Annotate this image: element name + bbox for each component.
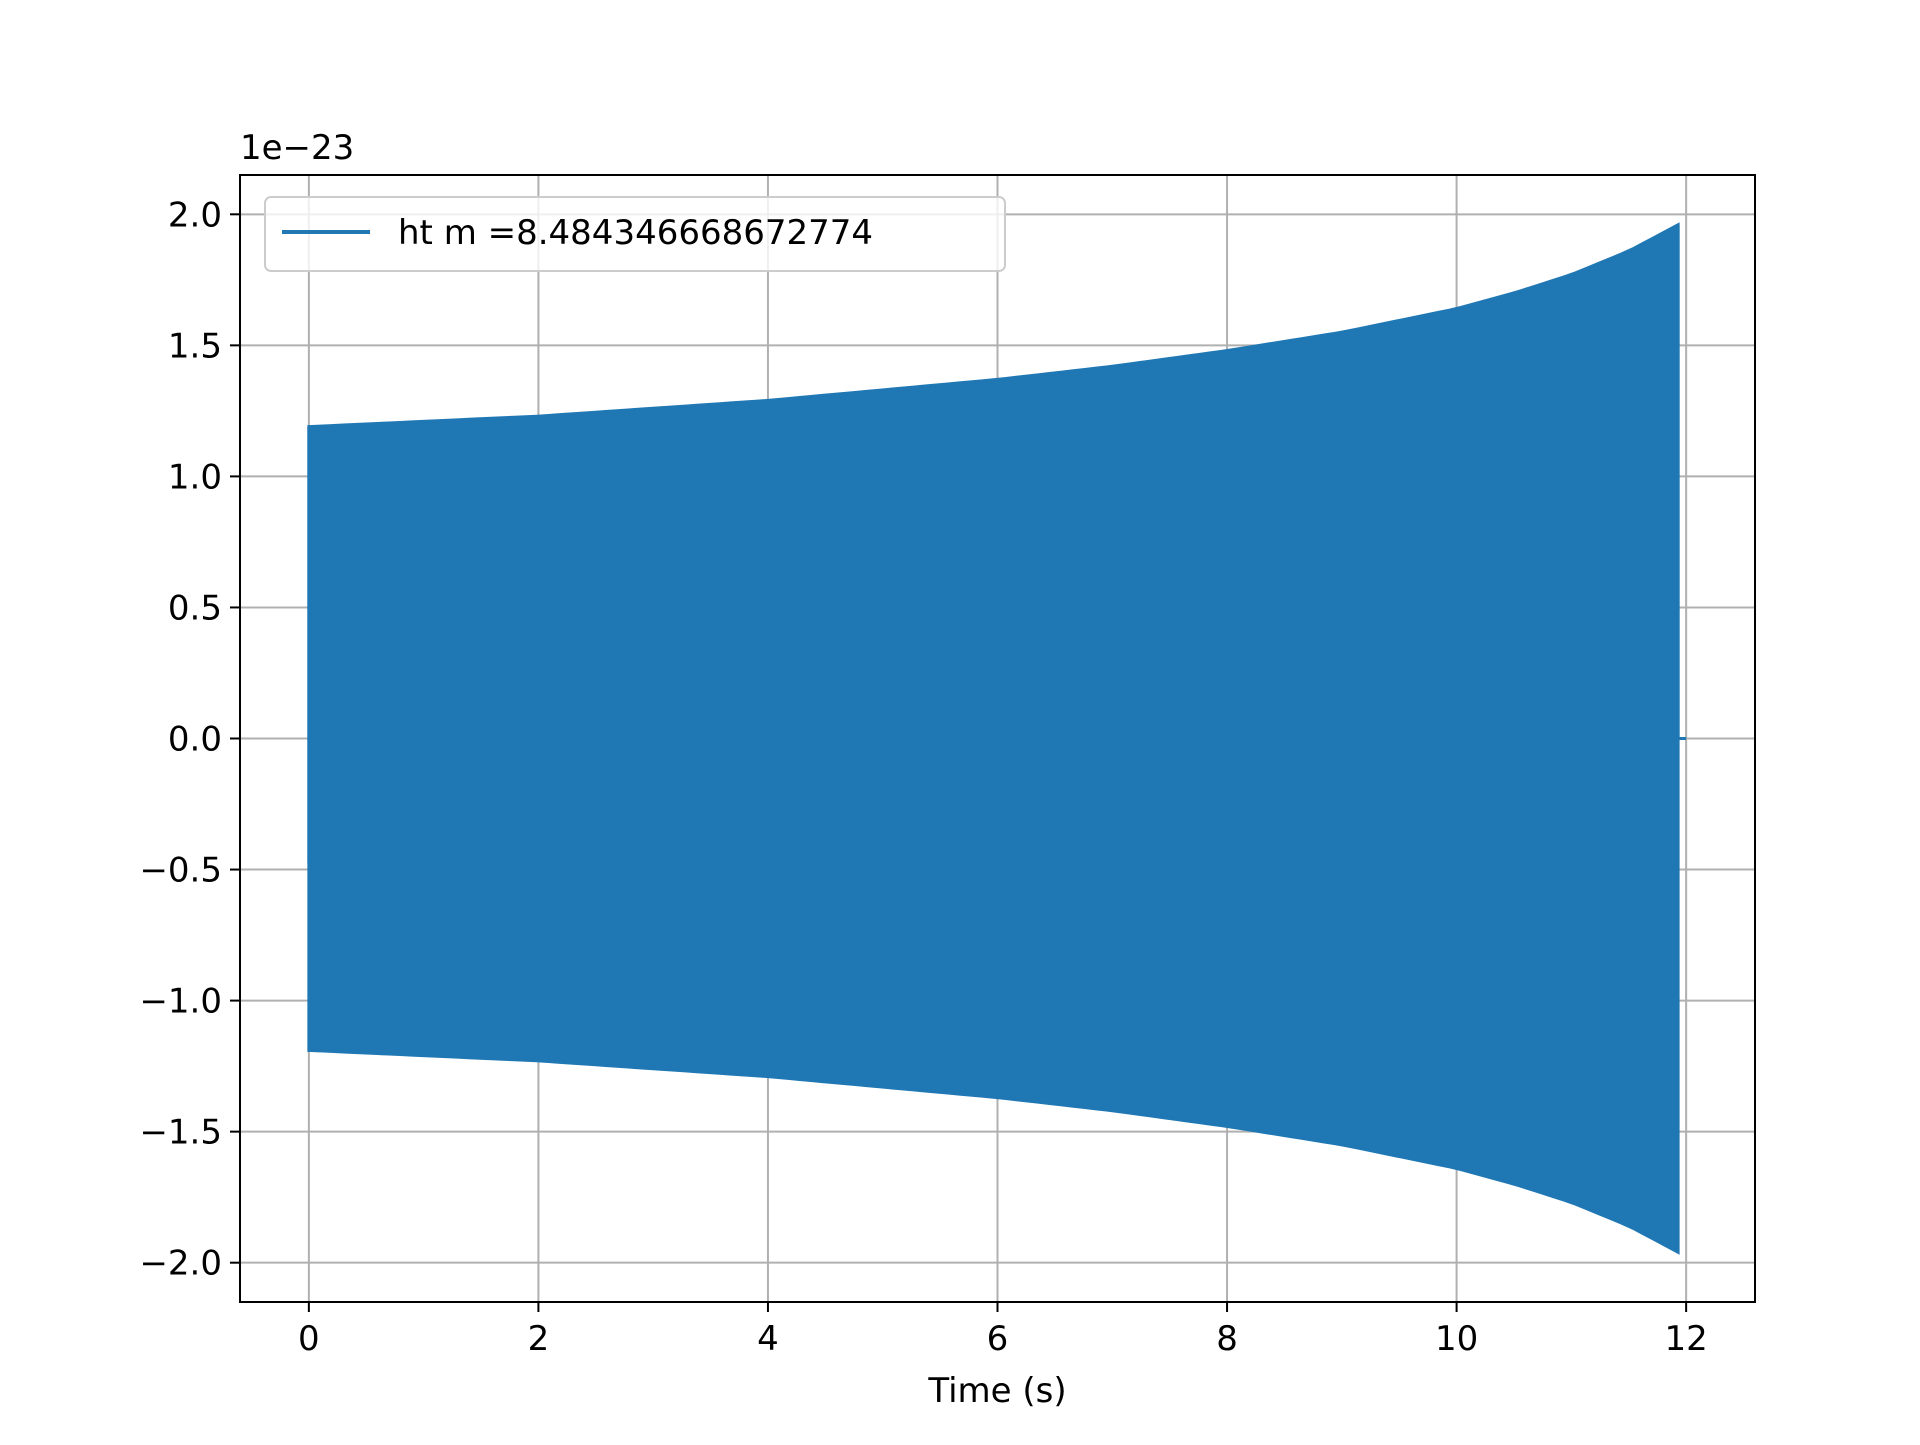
- y-tick-label: 1.0: [168, 457, 222, 497]
- series-envelope-fill: [307, 222, 1680, 1255]
- x-tick-label: 0: [298, 1319, 320, 1359]
- y-tick-label: −1.0: [139, 982, 222, 1022]
- legend-label: ht m =8.484346668672774: [398, 213, 873, 253]
- y-tick-label: −1.5: [139, 1113, 222, 1153]
- x-tick-label: 6: [987, 1319, 1009, 1359]
- y-tick-label: −0.5: [139, 851, 222, 891]
- legend: ht m =8.484346668672774: [264, 196, 1006, 272]
- x-axis-label: Time (s): [927, 1371, 1066, 1411]
- x-tick-label: 2: [528, 1319, 550, 1359]
- x-tick-label: 12: [1665, 1319, 1708, 1359]
- x-tick-label: 10: [1435, 1319, 1478, 1359]
- x-tick-label: 4: [757, 1319, 779, 1359]
- series-layer: [307, 222, 1687, 1255]
- y-tick-label: −2.0: [139, 1244, 222, 1284]
- axis-ticks: 0 2 4 6 8 10 12 2.0 1.5 1.0 0.5 0.0 −0.5 −1.0 −1.5 −2.0: [139, 195, 1707, 1359]
- y-tick-label: 0.5: [168, 588, 222, 628]
- y-tick-label: 1.5: [168, 326, 222, 366]
- legend-box: [264, 196, 1006, 272]
- y-axis-offset-label: 1e−23: [240, 128, 354, 168]
- x-tick-label: 8: [1216, 1319, 1238, 1359]
- y-tick-label: 0.0: [168, 720, 222, 760]
- y-tick-label: 2.0: [168, 195, 222, 235]
